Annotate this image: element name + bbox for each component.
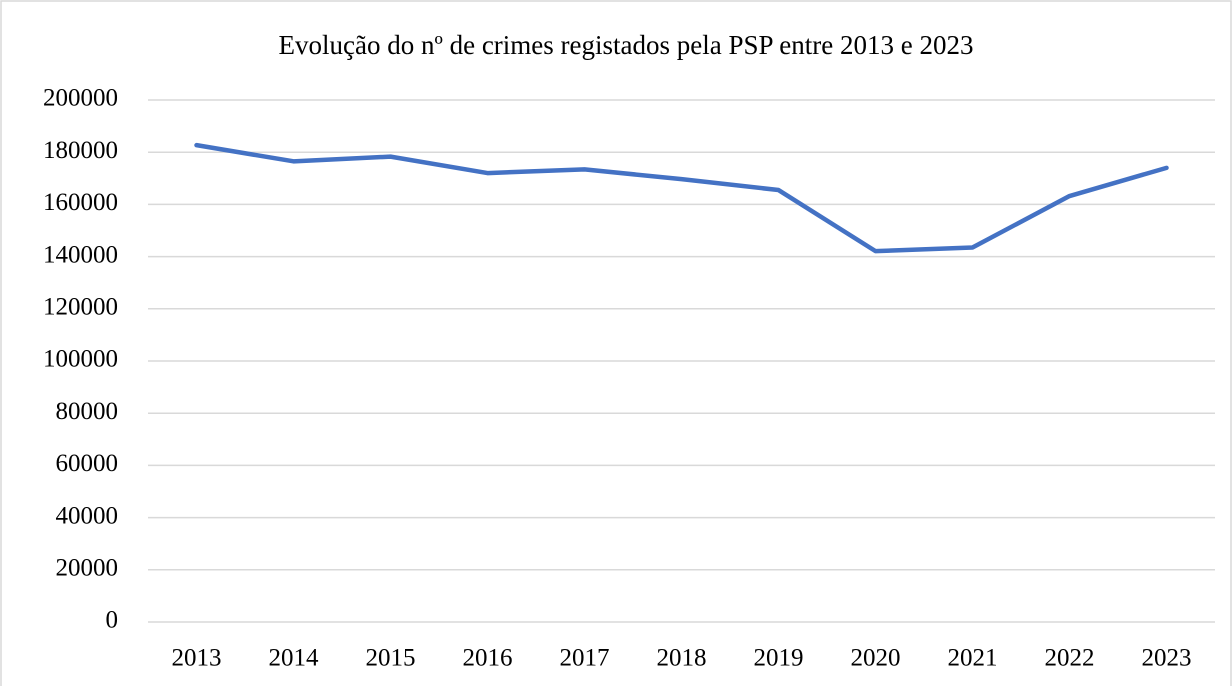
y-tick-label: 120000 xyxy=(43,294,118,321)
chart-title: Evolução do nº de crimes registados pela… xyxy=(279,30,974,60)
x-tick-label: 2023 xyxy=(1142,645,1192,672)
y-tick-label: 40000 xyxy=(56,502,119,529)
y-tick-label: 160000 xyxy=(43,189,118,216)
y-tick-label: 200000 xyxy=(43,85,118,112)
x-tick-label: 2016 xyxy=(463,645,513,672)
x-tick-label: 2020 xyxy=(851,645,901,672)
y-tick-label: 140000 xyxy=(43,241,118,268)
y-tick-label: 20000 xyxy=(56,555,119,582)
x-tick-label: 2018 xyxy=(657,645,707,672)
x-tick-label: 2019 xyxy=(754,645,804,672)
series-line xyxy=(194,142,1169,254)
x-tick-label: 2021 xyxy=(948,645,998,672)
x-tick-label: 2017 xyxy=(560,645,610,672)
x-tick-label: 2022 xyxy=(1045,645,1095,672)
x-tick-label: 2015 xyxy=(366,645,416,672)
y-tick-label: 180000 xyxy=(43,137,118,164)
y-tick-label: 0 xyxy=(106,607,119,634)
y-tick-label: 100000 xyxy=(43,346,118,373)
y-tick-label: 80000 xyxy=(56,398,119,425)
x-tick-label: 2014 xyxy=(269,645,320,672)
x-tick-label: 2013 xyxy=(172,645,222,672)
y-tick-label: 60000 xyxy=(56,450,119,477)
